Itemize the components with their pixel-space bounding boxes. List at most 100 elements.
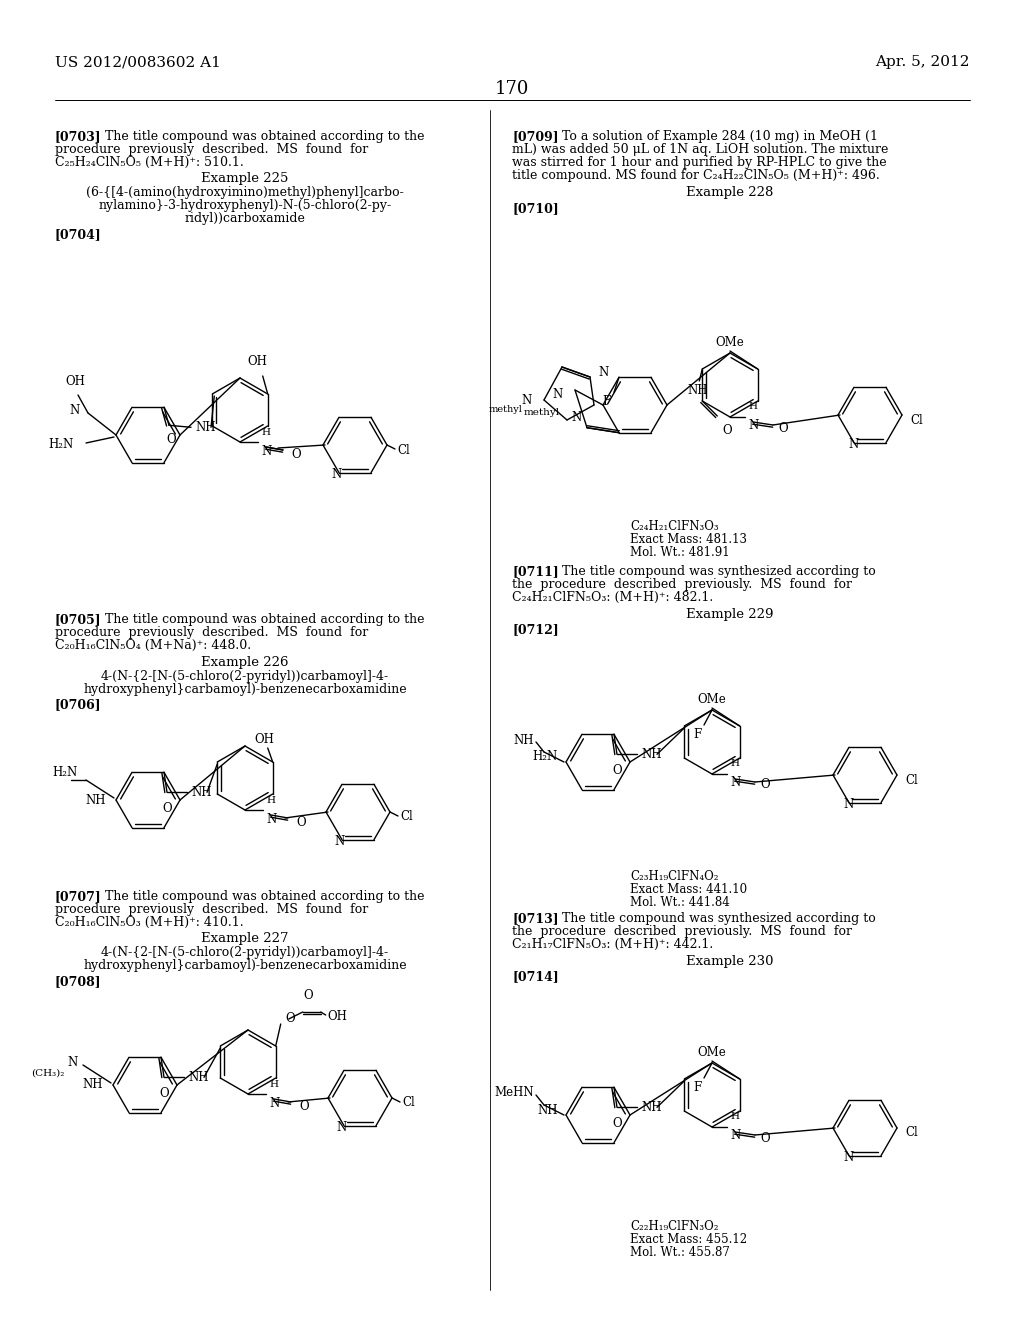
Text: hydroxyphenyl}carbamoyl)-benzenecarboxamidine: hydroxyphenyl}carbamoyl)-benzenecarboxam… [83,682,407,696]
Text: O: O [722,424,732,437]
Text: C₂₂H₁₉ClFN₃O₂: C₂₂H₁₉ClFN₃O₂ [630,1220,719,1233]
Text: The title compound was synthesized according to: The title compound was synthesized accor… [562,912,876,925]
Text: Mol. Wt.: 455.87: Mol. Wt.: 455.87 [630,1246,730,1259]
Text: N: N [261,445,271,458]
Text: Example 225: Example 225 [202,172,289,185]
Text: procedure  previously  described.  MS  found  for: procedure previously described. MS found… [55,626,369,639]
Text: The title compound was obtained according to the: The title compound was obtained accordin… [105,612,425,626]
Text: N: N [332,469,342,482]
Text: 4-(N-{2-[N-(5-chloro(2-pyridyl))carbamoyl]-4-: 4-(N-{2-[N-(5-chloro(2-pyridyl))carbamoy… [101,946,389,960]
Text: O: O [612,1117,622,1130]
Text: [0712]: [0712] [512,623,559,636]
Text: N: N [748,418,758,432]
Text: the  procedure  described  previously.  MS  found  for: the procedure described previously. MS f… [512,925,852,939]
Text: Cl: Cl [905,774,918,787]
Text: C₂₀H₁₆ClN₅O₃ (M+H)⁺: 410.1.: C₂₀H₁₆ClN₅O₃ (M+H)⁺: 410.1. [55,916,244,929]
Text: N: N [70,404,80,417]
Text: N: N [266,813,276,826]
Text: H: H [730,759,739,768]
Text: To a solution of Example 284 (10 mg) in MeOH (1: To a solution of Example 284 (10 mg) in … [562,129,878,143]
Text: hydroxyphenyl}carbamoyl)-benzenecarboxamidine: hydroxyphenyl}carbamoyl)-benzenecarboxam… [83,960,407,972]
Text: H₂N: H₂N [49,438,74,451]
Text: NH: NH [687,384,708,397]
Text: [0705]: [0705] [55,612,101,626]
Text: O: O [299,1101,308,1114]
Text: OMe: OMe [716,337,744,348]
Text: NH: NH [195,421,215,434]
Text: Apr. 5, 2012: Apr. 5, 2012 [876,55,970,69]
Text: OH: OH [255,733,274,746]
Text: N: N [335,836,345,849]
Text: OH: OH [328,1010,347,1023]
Text: N: N [849,438,859,451]
Text: NH: NH [83,1078,103,1092]
Text: nylamino}-3-hydroxyphenyl)-N-(5-chloro(2-py-: nylamino}-3-hydroxyphenyl)-N-(5-chloro(2… [98,199,391,213]
Text: N: N [522,393,532,407]
Text: H₂N: H₂N [53,766,78,779]
Text: methyl: methyl [488,405,522,414]
Text: O: O [303,989,312,1002]
Text: [0703]: [0703] [55,129,101,143]
Text: [0706]: [0706] [55,698,101,711]
Text: N: N [571,412,582,424]
Text: The title compound was obtained according to the: The title compound was obtained accordin… [105,129,425,143]
Text: US 2012/0083602 A1: US 2012/0083602 A1 [55,55,221,69]
Text: N: N [553,388,563,401]
Text: O: O [162,803,172,816]
Text: Cl: Cl [397,444,410,457]
Text: 4-(N-{2-[N-(5-chloro(2-pyridyl))carbamoyl]-4-: 4-(N-{2-[N-(5-chloro(2-pyridyl))carbamoy… [101,671,389,682]
Text: (CH₃)₂: (CH₃)₂ [32,1068,65,1077]
Text: C₂₄H₂₁ClFN₅O₃: (M+H)⁺: 482.1.: C₂₄H₂₁ClFN₅O₃: (M+H)⁺: 482.1. [512,591,714,605]
Text: N: N [68,1056,78,1068]
Text: NH: NH [641,748,662,760]
Text: NH: NH [191,785,212,799]
Text: Cl: Cl [400,810,413,824]
Text: Cl: Cl [905,1126,918,1139]
Text: F: F [693,1081,702,1094]
Text: Example 230: Example 230 [686,954,774,968]
Text: H: H [748,403,757,411]
Text: N: N [337,1121,347,1134]
Text: H: H [269,1080,278,1089]
Text: N: N [730,776,740,789]
Text: C₂₅H₂₄ClN₅O₅ (M+H)⁺: 510.1.: C₂₅H₂₄ClN₅O₅ (M+H)⁺: 510.1. [55,156,244,169]
Text: O: O [286,1012,295,1026]
Text: C₂₄H₂₁ClFN₃O₃: C₂₄H₂₁ClFN₃O₃ [630,520,719,533]
Text: O: O [778,421,787,434]
Text: methyl: methyl [524,408,560,417]
Text: Example 226: Example 226 [202,656,289,669]
Text: Example 227: Example 227 [202,932,289,945]
Text: NH: NH [538,1104,558,1117]
Text: H: H [266,796,275,805]
Text: [0710]: [0710] [512,202,559,215]
Text: O: O [760,779,770,792]
Text: OMe: OMe [697,693,726,706]
Text: procedure  previously  described.  MS  found  for: procedure previously described. MS found… [55,903,369,916]
Text: Exact Mass: 455.12: Exact Mass: 455.12 [630,1233,748,1246]
Text: N: N [844,1151,854,1164]
Text: was stirred for 1 hour and purified by RP-HPLC to give the: was stirred for 1 hour and purified by R… [512,156,887,169]
Text: The title compound was obtained according to the: The title compound was obtained accordin… [105,890,425,903]
Text: N: N [598,366,608,379]
Text: NH: NH [641,1101,662,1114]
Text: C₂₀H₁₆ClN₅O₄ (M+Na)⁺: 448.0.: C₂₀H₁₆ClN₅O₄ (M+Na)⁺: 448.0. [55,639,251,652]
Text: The title compound was synthesized according to: The title compound was synthesized accor… [562,565,876,578]
Text: Cl: Cl [402,1097,415,1110]
Text: procedure  previously  described.  MS  found  for: procedure previously described. MS found… [55,143,369,156]
Text: OMe: OMe [697,1045,726,1059]
Text: N: N [730,1129,740,1142]
Text: Exact Mass: 441.10: Exact Mass: 441.10 [630,883,748,896]
Text: O: O [159,1088,169,1101]
Text: [0713]: [0713] [512,912,559,925]
Text: [0704]: [0704] [55,228,101,242]
Text: F: F [603,395,611,408]
Text: MeHN: MeHN [495,1086,534,1100]
Text: OH: OH [248,355,267,368]
Text: Mol. Wt.: 481.91: Mol. Wt.: 481.91 [630,546,730,558]
Text: O: O [166,433,176,446]
Text: title compound. MS found for C₂₄H₂₂ClN₅O₅ (M+H)⁺: 496.: title compound. MS found for C₂₄H₂₂ClN₅O… [512,169,880,182]
Text: OH: OH [66,375,85,388]
Text: N: N [844,799,854,812]
Text: Example 228: Example 228 [686,186,774,199]
Text: C₂₃H₁₉ClFN₄O₂: C₂₃H₁₉ClFN₄O₂ [630,870,719,883]
